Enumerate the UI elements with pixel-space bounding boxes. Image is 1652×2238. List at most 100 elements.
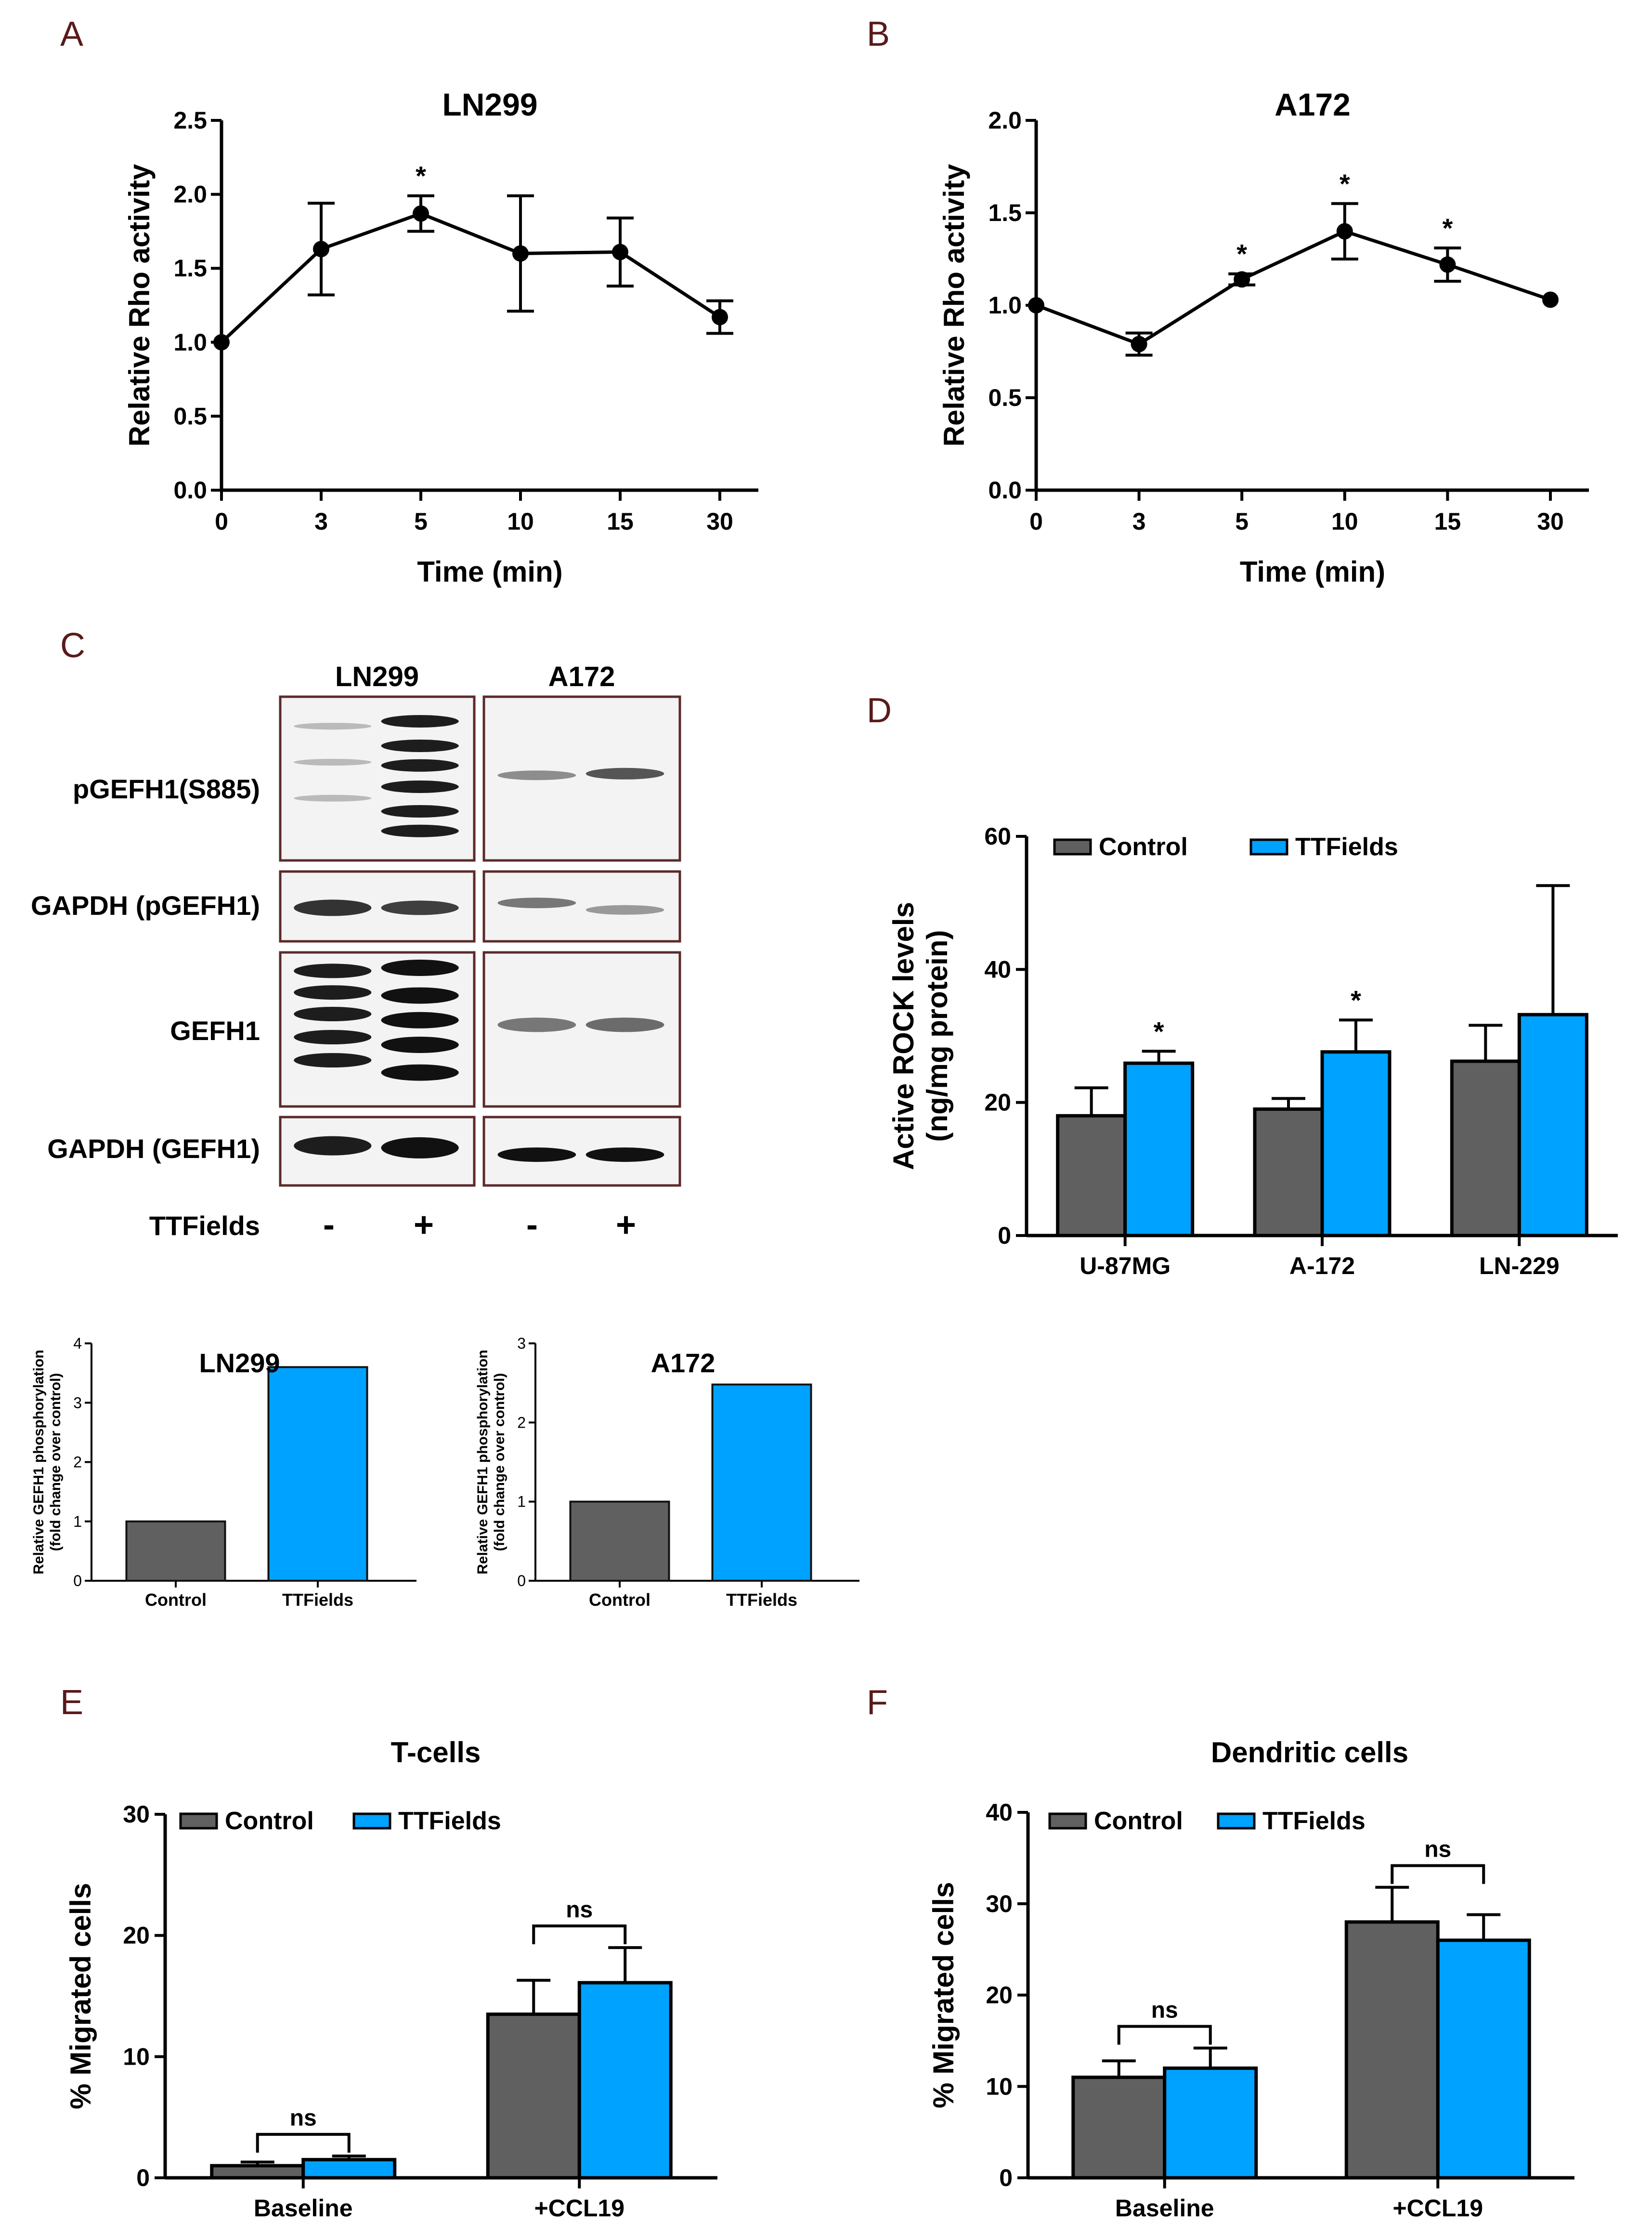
y-tick-label: 0 (998, 1222, 1011, 1249)
x-tick-label: A-172 (1289, 1252, 1355, 1279)
chart-b: 0.0 0.5 1.0 1.5 2.0 0 3 5 10 15 30 Time (min) Relati… (938, 87, 1589, 588)
blot-band (294, 963, 372, 978)
blot-row-label: pGEFH1(S885) (73, 774, 260, 804)
data-point (1439, 256, 1456, 273)
x-tick-label: +CCL19 (1392, 2195, 1483, 2222)
significance-star: * (1351, 985, 1361, 1015)
bar-ttfields (301, 2158, 397, 2180)
comparison-label: ns (290, 2106, 317, 2131)
blot-band (381, 960, 459, 976)
y-tick-label: 0 (999, 2164, 1013, 2191)
blot-band (497, 1017, 576, 1032)
lane-sign: + (616, 1206, 636, 1244)
bar-control (1253, 1107, 1324, 1237)
data-point (313, 241, 329, 258)
y-tick-label: 2 (73, 1454, 82, 1471)
legend-swatch (1249, 838, 1288, 856)
x-tick-label: 30 (1537, 508, 1564, 535)
legend-swatch (352, 1812, 391, 1830)
y-tick-label: 4 (73, 1335, 82, 1352)
x-tick-label: 15 (1434, 508, 1461, 535)
x-tick-label: 30 (706, 508, 733, 535)
data-point (512, 245, 529, 262)
x-tick-label: LN-229 (1479, 1252, 1560, 1279)
y-tick-label: 10 (986, 2073, 1013, 2100)
western-blot: LN299 A172 pGEFH1(S885) GAPDH (pGEFH1) GEFH1… (31, 661, 681, 1244)
panel-letter-a: A (60, 15, 83, 53)
x-tick-label: Control (589, 1590, 650, 1610)
significance-star: * (1340, 169, 1350, 199)
y-axis-label: (ng/mg protein) (921, 930, 953, 1142)
bar-control (210, 2164, 305, 2180)
blot-header-ln299: LN299 (335, 661, 419, 692)
y-tick-label: 1.0 (173, 329, 207, 356)
bar-control (1071, 2075, 1167, 2180)
y-axis-label: Relative Rho activity (938, 164, 970, 447)
legend-label: TTFields (398, 1807, 501, 1835)
x-tick-label: Control (145, 1590, 207, 1610)
legend-swatch (1217, 1812, 1256, 1830)
legend-swatch (179, 1812, 218, 1830)
blot-band (294, 1030, 372, 1044)
x-tick-label: 10 (1331, 508, 1358, 535)
panel-letter-d: D (867, 691, 892, 730)
y-axis-label: (fold change over control) (492, 1373, 507, 1551)
y-tick-label: 1 (517, 1493, 526, 1510)
bar-control (1056, 1114, 1127, 1237)
chart-d: * * 0 20 40 60 U-87MG A-172 LN-229 Active ROCK le… (887, 823, 1618, 1279)
blot-band (294, 794, 372, 802)
legend-label: TTFields (1295, 833, 1398, 861)
y-tick-label: 60 (984, 823, 1011, 850)
y-tick-label: 30 (123, 1801, 150, 1828)
y-tick-label: 2.0 (988, 107, 1022, 134)
bar-control (1344, 1920, 1440, 2180)
blot-row-label: GAPDH (pGEFH1) (31, 890, 260, 921)
x-tick-label: 0 (1029, 508, 1043, 535)
treatment-label: TTFields (149, 1210, 260, 1241)
y-tick-label: 10 (123, 2043, 150, 2070)
blot-panel (482, 870, 681, 943)
blot-band (497, 1147, 576, 1162)
legend-label: Control (1094, 1807, 1183, 1835)
bar-ttfields (1163, 2066, 1258, 2180)
x-tick-label: U-87MG (1080, 1252, 1171, 1279)
blot-band (497, 898, 576, 909)
x-tick-label: 0 (215, 508, 228, 535)
y-tick-label: 40 (984, 956, 1011, 983)
y-tick-label: 30 (986, 1890, 1013, 1917)
blot-band (294, 723, 372, 730)
x-tick-label: 5 (1235, 508, 1249, 535)
x-tick-label: Baseline (254, 2195, 353, 2222)
blot-band (381, 987, 459, 1004)
y-axis-label: Relative GEFH1 phosphorylation (31, 1350, 47, 1574)
data-point (1336, 223, 1353, 240)
x-tick-label: 3 (314, 508, 328, 535)
y-axis-label: (fold change over control) (48, 1373, 64, 1551)
blot-band (381, 759, 459, 772)
bar-ttfields (577, 1981, 673, 2180)
panel-letter-e: E (60, 1683, 83, 1722)
bar-ttfields (1436, 1939, 1531, 2180)
x-tick-label: 15 (607, 508, 634, 535)
y-tick-label: 20 (986, 1982, 1013, 2009)
series-line (1035, 229, 1551, 346)
chart-c1: 0 1 2 3 4 Control TTFields LN299 Relative GEFH1 … (31, 1335, 416, 1610)
y-axis-label: % Migrated cells (65, 1883, 97, 2109)
chart-title: A172 (1275, 87, 1351, 122)
x-tick-label: 5 (414, 508, 428, 535)
blot-band (585, 768, 664, 780)
x-tick-label: 3 (1132, 508, 1146, 535)
significance-star: * (1236, 239, 1247, 269)
legend-swatch (1053, 838, 1092, 856)
panel-letter-c: C (60, 626, 85, 665)
significance-star: * (1154, 1016, 1164, 1046)
legend-label: TTFields (1262, 1807, 1366, 1835)
y-tick-label: 0.5 (988, 384, 1022, 411)
data-point (1234, 271, 1250, 288)
blot-band (497, 770, 576, 781)
series-line (220, 211, 721, 344)
y-tick-label: 0.0 (988, 477, 1022, 504)
bar-control (1450, 1059, 1521, 1237)
y-tick-label: 1.5 (173, 255, 207, 282)
